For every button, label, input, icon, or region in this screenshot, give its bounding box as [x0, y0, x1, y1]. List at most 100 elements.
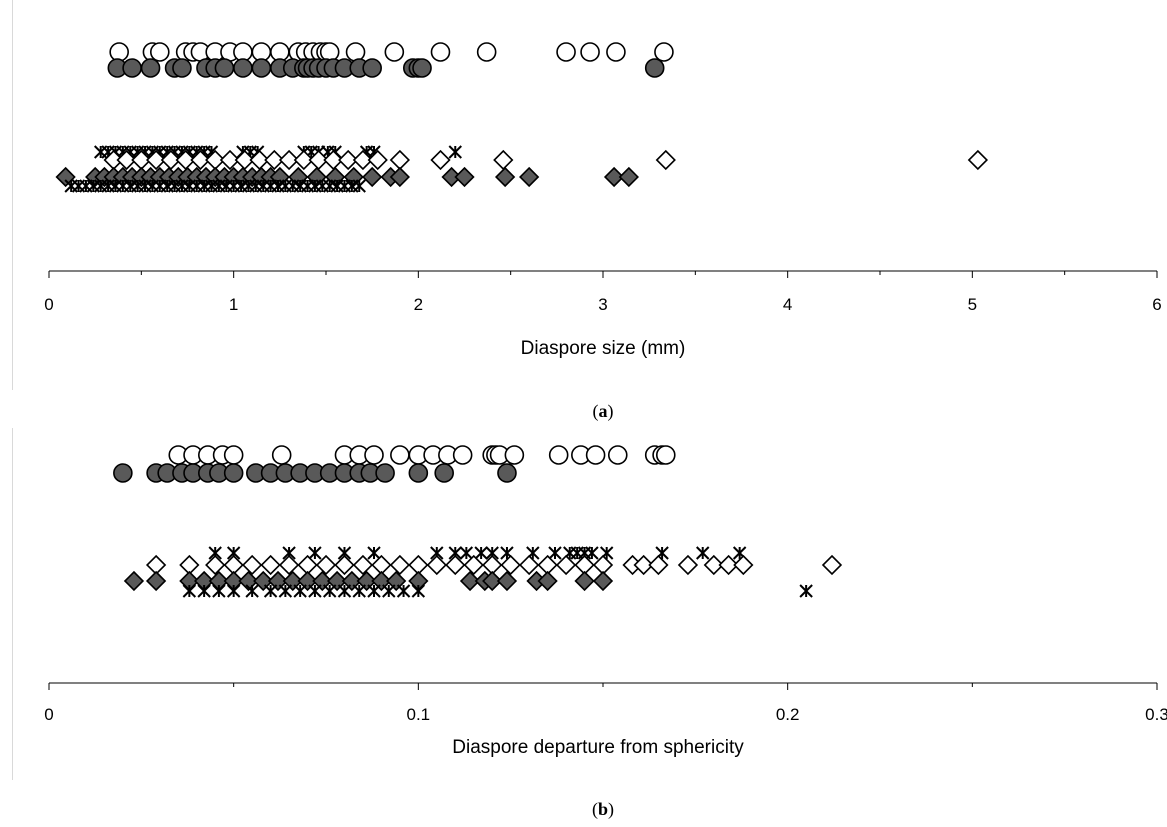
data-point-diamond-open: [463, 554, 484, 576]
data-point-diamond-open: [205, 554, 226, 576]
data-point-diamond-filled: [123, 570, 145, 592]
x-tick-label: 3: [598, 295, 607, 314]
data-point-asterisk: [367, 546, 381, 560]
data-point-diamond-filled: [362, 166, 383, 188]
panel-a-label-open: (: [593, 401, 599, 422]
data-point-diamond-filled: [389, 166, 410, 188]
data-point-circle-filled: [251, 58, 272, 78]
panel-b-label-open: (: [592, 799, 598, 820]
data-point-asterisk: [459, 546, 474, 560]
data-point-diamond-open: [367, 149, 388, 171]
data-point-diamond-filled: [592, 570, 614, 592]
data-point-circle-open: [504, 445, 525, 465]
data-point-circle-filled: [113, 463, 133, 483]
panel-a-label: (a): [593, 401, 614, 422]
data-point-diamond-open: [352, 554, 374, 576]
data-point-diamond-open: [278, 554, 300, 576]
data-point-circle-open: [607, 445, 628, 465]
data-point-diamond-open: [352, 149, 374, 171]
data-point-asterisk: [474, 546, 488, 560]
x-tick-label: 0.3: [1145, 705, 1167, 724]
data-point-diamond-open: [500, 554, 521, 576]
data-point-circle-filled: [223, 463, 244, 483]
x-tick-label: 0: [44, 295, 53, 314]
panel-b-label-letter: b: [598, 799, 608, 819]
data-point-diamond-open: [278, 149, 300, 171]
data-point-diamond-open: [677, 554, 699, 576]
data-point-diamond-filled: [537, 570, 558, 592]
data-point-circle-open: [384, 42, 405, 62]
x-tick-label: 1: [229, 295, 238, 314]
x-tick-label: 5: [968, 295, 977, 314]
data-point-diamond-open: [219, 149, 241, 171]
data-point-circle-open: [452, 445, 473, 465]
data-point-diamond-open: [821, 554, 843, 576]
data-point-diamond-filled: [312, 570, 333, 592]
data-point-circle-filled: [412, 58, 432, 78]
data-point-diamond-open: [445, 554, 466, 576]
data-point-circle-filled: [214, 58, 235, 78]
data-point-circle-open: [364, 445, 384, 465]
data-point-asterisk: [293, 584, 307, 598]
data-point-circle-open: [606, 42, 626, 62]
x-tick-label: 0: [44, 705, 53, 724]
data-point-diamond-open: [389, 554, 410, 576]
data-point-circle-filled: [497, 463, 517, 483]
data-point-circle-open: [109, 42, 129, 62]
data-point-circle-open: [655, 445, 676, 465]
panel-b-label-close: ): [608, 799, 614, 820]
data-point-diamond-filled: [326, 570, 348, 592]
panel-a-plot: 0 1 2 3 4 5 6: [44, 42, 1162, 314]
data-point-circle-filled: [140, 58, 161, 78]
data-point-diamond-open: [718, 554, 739, 576]
data-point-circle-open: [476, 42, 497, 62]
data-point-asterisk: [197, 584, 211, 598]
data-point-asterisk: [308, 584, 322, 598]
x-tick-label: 2: [414, 295, 423, 314]
panel-a-label-close: ): [608, 401, 614, 422]
data-point-diamond-open: [426, 554, 447, 576]
data-point-asterisk: [382, 584, 396, 598]
data-point-circle-filled: [408, 463, 429, 483]
data-point-diamond-open: [519, 554, 540, 576]
data-point-diamond-open: [430, 149, 451, 171]
data-point-asterisk: [396, 584, 411, 598]
data-point-circle-open: [430, 42, 451, 62]
data-point-asterisk: [799, 584, 813, 598]
data-point-diamond-filled: [574, 570, 595, 592]
data-point-circle-open: [319, 42, 340, 62]
data-point-diamond-filled: [297, 570, 318, 592]
data-point-circle-filled: [434, 463, 454, 483]
data-point-diamond-filled: [482, 570, 503, 592]
data-point-diamond-open: [703, 554, 724, 576]
x-tick-label: 4: [783, 295, 792, 314]
data-point-diamond-filled: [145, 570, 167, 592]
data-point-asterisk: [548, 546, 562, 560]
data-point-diamond-open: [145, 149, 167, 171]
data-point-circle-filled: [172, 58, 192, 78]
data-point-diamond-open: [338, 149, 359, 171]
data-point-diamond-filled: [356, 570, 377, 592]
data-point-circle-filled: [375, 463, 395, 483]
data-point-diamond-filled: [494, 166, 516, 188]
data-point-diamond-filled: [603, 166, 625, 188]
panel-a-label-letter: a: [599, 401, 608, 421]
data-point-diamond-filled: [386, 570, 407, 592]
data-point-circle-open: [556, 42, 576, 62]
panel-b-label: (b): [592, 799, 614, 820]
data-point-diamond-open: [116, 149, 137, 171]
x-tick-label: 6: [1152, 295, 1161, 314]
data-point-diamond-filled: [371, 570, 392, 592]
data-point-asterisk: [245, 584, 259, 598]
x-tick-label: 0.2: [776, 705, 800, 724]
data-point-asterisk: [411, 584, 426, 598]
data-point-circle-open: [585, 445, 606, 465]
data-point-diamond-open: [493, 149, 514, 171]
data-point-diamond-open: [242, 554, 263, 576]
data-point-asterisk: [322, 584, 337, 598]
data-point-diamond-open: [315, 554, 337, 576]
data-point-asterisk: [448, 145, 462, 159]
data-point-asterisk: [212, 584, 226, 598]
panel-b-xlabel: Diaspore departure from sphericity: [452, 737, 744, 758]
